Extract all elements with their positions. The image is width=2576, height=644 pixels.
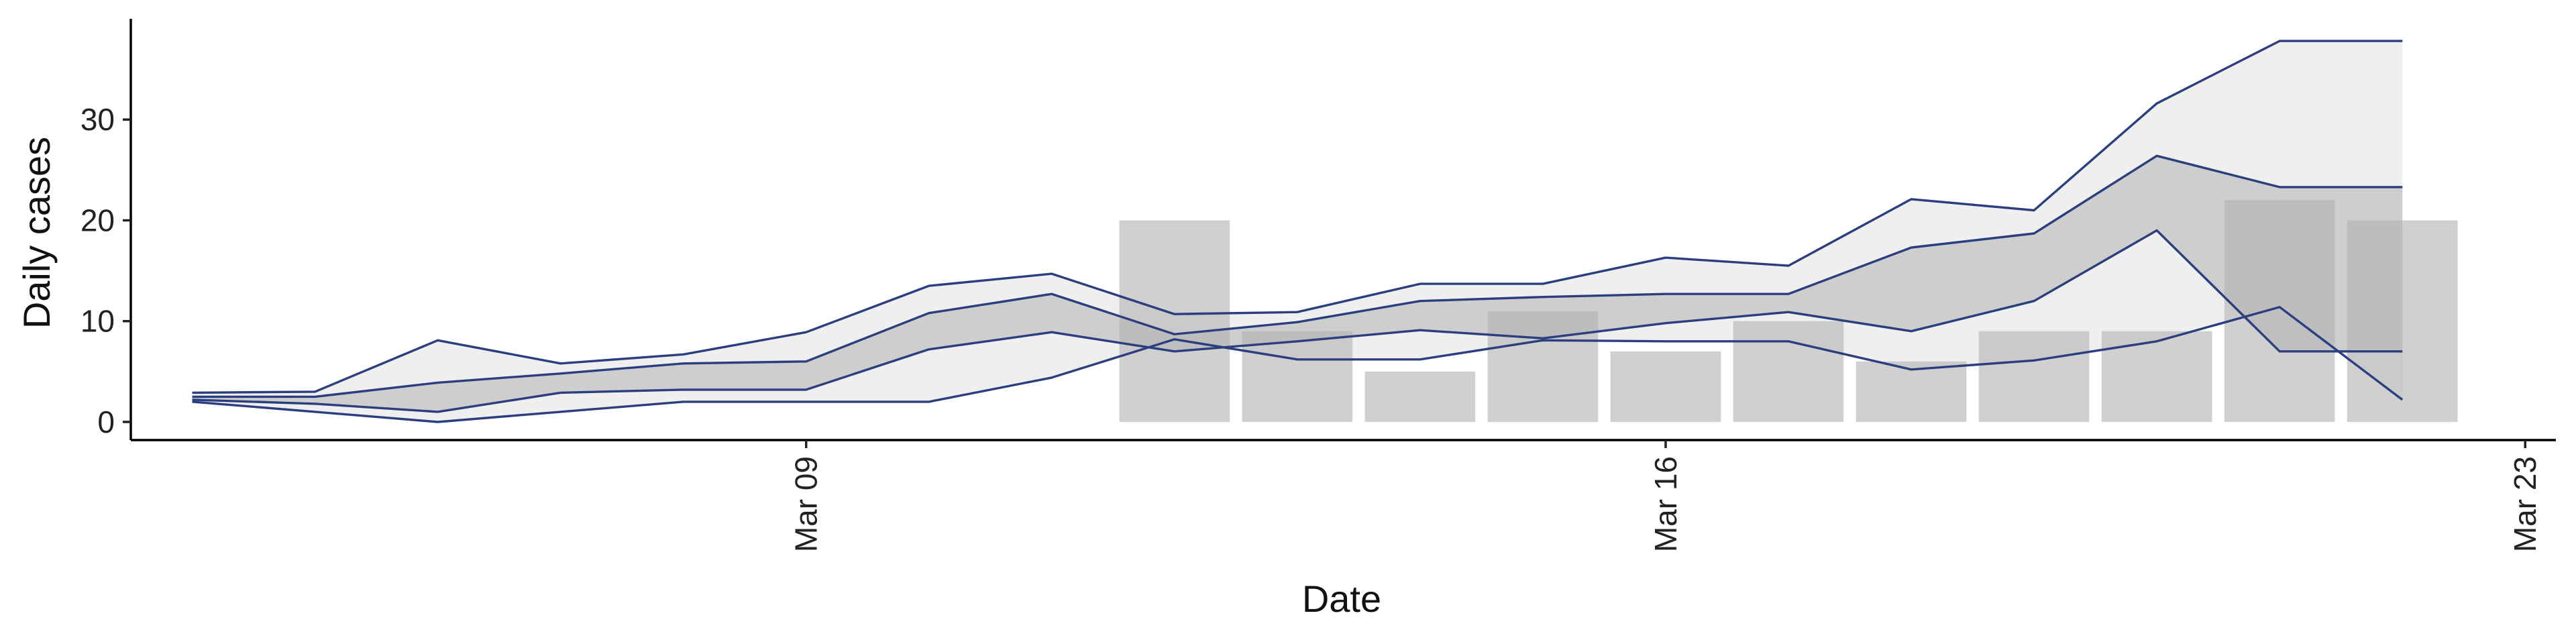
case-bar bbox=[1978, 331, 2090, 422]
case-bar bbox=[1733, 321, 1844, 422]
y-tick-label: 10 bbox=[80, 304, 115, 339]
outer-interval-band bbox=[192, 41, 2403, 423]
x-tick-label: Mar 16 bbox=[1648, 456, 1683, 552]
case-bar bbox=[2224, 200, 2335, 422]
case-bar bbox=[1364, 371, 1476, 422]
bar-layer bbox=[1119, 200, 2458, 422]
line-layer bbox=[192, 40, 2404, 423]
case-bar bbox=[2347, 220, 2458, 422]
outer-lower-line bbox=[192, 306, 2404, 423]
outer-upper-line bbox=[192, 40, 2403, 394]
y-axis-title: Daily cases bbox=[15, 137, 58, 329]
case-bar bbox=[1242, 331, 1353, 422]
inner-lower-line bbox=[192, 229, 2403, 413]
inner-upper-line bbox=[192, 154, 2403, 398]
x-tick-label: Mar 09 bbox=[789, 456, 824, 552]
case-bar bbox=[1610, 351, 1721, 422]
x-tick-label: Mar 23 bbox=[2508, 456, 2542, 552]
y-tick-label: 20 bbox=[80, 203, 115, 237]
case-bar bbox=[2101, 331, 2212, 422]
axes-layer: 0 10 20 30 Mar 09 Mar 16 Mar 23 bbox=[80, 19, 2556, 552]
x-axis-title: Date bbox=[1302, 578, 1381, 620]
case-bar bbox=[1487, 311, 1599, 422]
case-bar bbox=[1856, 361, 1967, 422]
y-tick-label: 30 bbox=[80, 102, 115, 137]
y-tick-label: 0 bbox=[97, 405, 115, 439]
